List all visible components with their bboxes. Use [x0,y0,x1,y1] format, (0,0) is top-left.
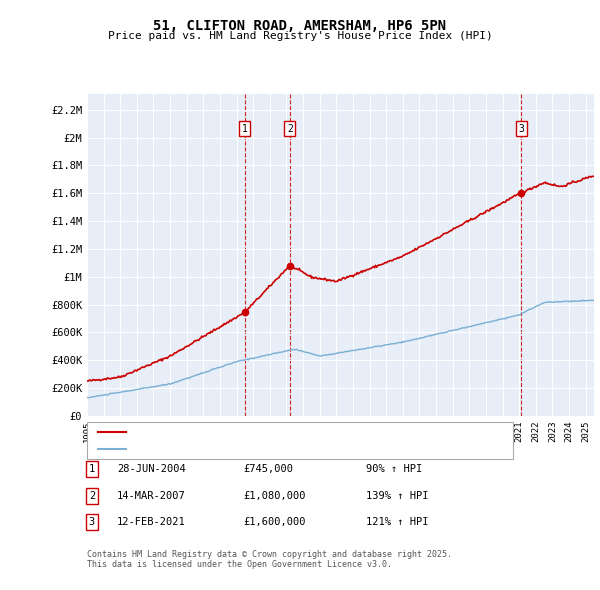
Text: 1: 1 [242,123,248,133]
Text: 3: 3 [518,123,524,133]
Text: 51, CLIFTON ROAD, AMERSHAM, HP6 5PN: 51, CLIFTON ROAD, AMERSHAM, HP6 5PN [154,19,446,33]
Text: 139% ↑ HPI: 139% ↑ HPI [366,491,428,500]
Text: 90% ↑ HPI: 90% ↑ HPI [366,464,422,474]
Text: Price paid vs. HM Land Registry's House Price Index (HPI): Price paid vs. HM Land Registry's House … [107,31,493,41]
Text: £1,080,000: £1,080,000 [243,491,305,500]
Text: 1: 1 [89,464,95,474]
Text: 14-MAR-2007: 14-MAR-2007 [117,491,186,500]
Text: 3: 3 [89,517,95,527]
Text: Contains HM Land Registry data © Crown copyright and database right 2025.
This d: Contains HM Land Registry data © Crown c… [87,550,452,569]
Text: HPI: Average price, detached house, Buckinghamshire: HPI: Average price, detached house, Buck… [132,444,431,454]
Text: 121% ↑ HPI: 121% ↑ HPI [366,517,428,527]
Text: £745,000: £745,000 [243,464,293,474]
Text: 28-JUN-2004: 28-JUN-2004 [117,464,186,474]
Text: 2: 2 [89,491,95,500]
Text: 51, CLIFTON ROAD, AMERSHAM, HP6 5PN (detached house): 51, CLIFTON ROAD, AMERSHAM, HP6 5PN (det… [132,427,437,437]
Text: 2: 2 [287,123,293,133]
Text: 12-FEB-2021: 12-FEB-2021 [117,517,186,527]
Text: £1,600,000: £1,600,000 [243,517,305,527]
